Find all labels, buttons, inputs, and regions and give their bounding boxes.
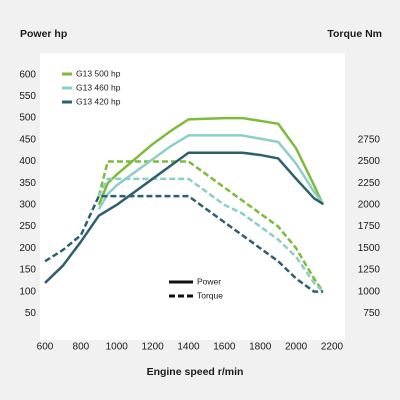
y2-tick-label: 1000 <box>358 286 381 297</box>
torque-line <box>44 194 324 293</box>
y2-tick-label: 1500 <box>358 243 381 254</box>
y-tick-label: 150 <box>19 265 36 276</box>
y-tick-label: 400 <box>19 156 36 167</box>
y-tick-label: 550 <box>19 91 36 102</box>
y-tick-label: 350 <box>19 178 36 189</box>
legend-label: G13 420 hp <box>76 96 121 106</box>
y-tick-label: 600 <box>19 69 36 80</box>
torque-line <box>97 177 324 293</box>
style-label: Power <box>197 276 221 286</box>
y-tick-label: 500 <box>19 113 36 124</box>
y-tick-label: 50 <box>25 308 37 319</box>
style-legend-box <box>163 271 233 307</box>
y-axis-title: Power hp <box>20 28 67 40</box>
power-line <box>97 134 325 210</box>
y2-axis-title: Torque Nm <box>327 28 382 40</box>
legend-label: G13 460 hp <box>76 82 121 92</box>
y-tick-label: 250 <box>19 221 36 232</box>
x-tick-label: 600 <box>37 342 54 353</box>
x-axis-title: Engine speed r/min <box>147 366 244 378</box>
y2-tick-label: 2750 <box>358 134 381 145</box>
style-label: Torque <box>197 290 223 300</box>
y-tick-label: 100 <box>19 286 36 297</box>
y-tick-label: 450 <box>19 134 36 145</box>
y2-tick-label: 1250 <box>358 265 381 276</box>
legend-label: G13 500 hp <box>76 68 121 78</box>
x-tick-label: 2200 <box>321 342 344 353</box>
torque-line <box>97 160 325 293</box>
x-tick-label: 1200 <box>142 342 165 353</box>
x-tick-label: 1800 <box>249 342 272 353</box>
x-tick-label: 1400 <box>177 342 200 353</box>
y2-tick-label: 750 <box>363 308 380 319</box>
y-tick-label: 300 <box>19 199 36 210</box>
y2-tick-label: 1750 <box>358 221 381 232</box>
power-line <box>97 116 325 206</box>
y2-tick-label: 2250 <box>358 178 381 189</box>
power-line <box>44 151 324 284</box>
x-tick-label: 800 <box>73 342 90 353</box>
y2-tick-label: 2500 <box>358 156 381 167</box>
x-tick-label: 2000 <box>285 342 308 353</box>
x-tick-label: 1000 <box>106 342 129 353</box>
y-tick-label: 200 <box>19 243 36 254</box>
x-tick-label: 1600 <box>213 342 236 353</box>
y2-tick-label: 2000 <box>358 199 381 210</box>
